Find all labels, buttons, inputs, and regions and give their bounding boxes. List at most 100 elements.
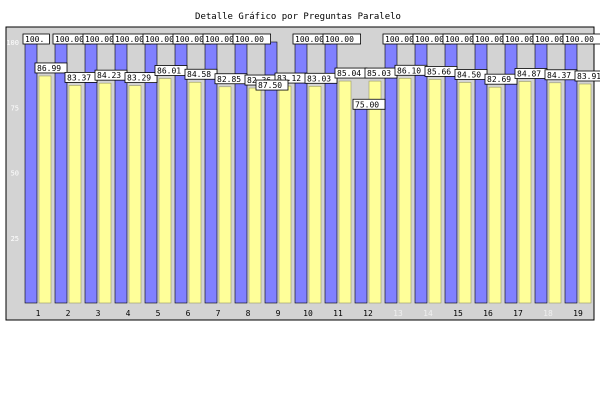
data-label-series-2: 86.01 xyxy=(154,65,188,76)
bar-series-1 xyxy=(384,41,398,304)
x-tick-label: 1 xyxy=(36,309,41,318)
bar-series-2 xyxy=(428,79,442,304)
bar-series-2 xyxy=(278,85,292,304)
data-label-series-2: 83.37 xyxy=(64,72,98,83)
data-label-text: 100.00 xyxy=(475,35,504,44)
bar-series-2 xyxy=(38,75,52,304)
bar-series-1 xyxy=(174,41,188,304)
data-label-text: 83.91 xyxy=(577,72,600,81)
x-tick-label: 15 xyxy=(453,309,463,318)
data-label-text: 85.04 xyxy=(337,69,361,78)
data-label-series-1: 100.00 xyxy=(322,33,361,45)
bar-series-2 xyxy=(218,86,232,304)
x-tick-label: 7 xyxy=(216,309,221,318)
data-label-text: 100.00 xyxy=(385,35,414,44)
data-label-text: 100.00 xyxy=(325,35,354,44)
bar-series-2 xyxy=(68,85,82,304)
data-label-box xyxy=(574,70,600,82)
data-label-series-2: 84.37 xyxy=(544,69,578,81)
data-label-box xyxy=(22,33,50,45)
data-label-text: 100.00 xyxy=(415,35,444,44)
data-label-text: 100.00 xyxy=(85,35,114,44)
data-label-text: 100.00 xyxy=(235,35,264,44)
data-label-series-1: 100.00 xyxy=(562,33,600,45)
bar-series-2 xyxy=(188,81,202,304)
data-label-series-2: 85.66 xyxy=(424,66,458,77)
data-label-box xyxy=(232,33,271,45)
data-label-text: 100.00 xyxy=(505,35,534,44)
bar-series-2 xyxy=(458,82,472,304)
data-label-series-2: 84.58 xyxy=(184,68,218,80)
data-label-text: 84.23 xyxy=(97,71,121,80)
bar-series-1 xyxy=(534,41,548,304)
x-tick-label: 16 xyxy=(483,309,493,318)
bar-series-2 xyxy=(368,80,382,304)
x-tick-label: 8 xyxy=(246,309,251,318)
bar-series-2 xyxy=(128,85,142,304)
x-tick-label: 13 xyxy=(393,309,403,318)
data-label-text: 100.00 xyxy=(175,35,204,44)
data-label-text: 82.85 xyxy=(217,75,241,84)
data-label-box xyxy=(124,72,158,84)
data-label-series-2: 83.03 xyxy=(304,72,338,84)
data-label-text: 83.12 xyxy=(277,74,301,83)
data-label-series-2: 85.03 xyxy=(364,67,398,79)
data-label-text: 100.00 xyxy=(115,35,144,44)
x-tick-label: 5 xyxy=(156,309,161,318)
data-label-text: 85.03 xyxy=(367,69,391,78)
data-label-text: 84.58 xyxy=(187,70,211,79)
data-label-series-2: 82.85 xyxy=(214,73,248,85)
data-label-text: 86.10 xyxy=(397,66,421,75)
data-label-series-2: 83.29 xyxy=(124,72,158,84)
x-tick-label: 2 xyxy=(66,309,71,318)
y-tick-label: 75 xyxy=(11,104,19,112)
data-label-text: 100.00 xyxy=(295,35,324,44)
data-label-text: 84.50 xyxy=(457,70,481,79)
y-tick-label: 25 xyxy=(11,235,19,243)
bar-series-2 xyxy=(338,80,352,304)
bar-series-2 xyxy=(398,77,412,304)
x-tick-label: 6 xyxy=(186,309,191,318)
data-label-extra: 87.50 xyxy=(255,79,289,91)
data-label-series-2: 86.10 xyxy=(394,64,428,76)
bar-series-2 xyxy=(248,87,262,304)
x-tick-label: 12 xyxy=(363,309,373,318)
data-label-text: 100.00 xyxy=(205,35,234,44)
x-tick-label: 11 xyxy=(333,309,343,318)
bar-series-2 xyxy=(98,82,112,304)
data-label-box xyxy=(255,79,289,91)
data-label-series-2: 86.99 xyxy=(34,62,68,74)
x-tick-label: 3 xyxy=(96,309,101,318)
chart-title: Detalle Gráfico por Preguntas Paralelo xyxy=(195,12,401,22)
data-label-text: 100. xyxy=(25,35,44,44)
bar-series-1 xyxy=(444,41,458,304)
x-tick-label: 18 xyxy=(543,309,553,318)
data-label-series-1: 100. xyxy=(22,33,50,45)
bar-series-1 xyxy=(24,41,38,304)
bar-series-2 xyxy=(518,81,532,304)
data-label-text: 100.00 xyxy=(55,35,84,44)
data-label-text: 86.99 xyxy=(37,64,61,73)
data-label-text: 100.00 xyxy=(535,35,564,44)
data-label-series-2: 85.04 xyxy=(334,67,368,79)
y-tick-label: 100 xyxy=(6,39,19,47)
data-label-box xyxy=(34,62,68,74)
x-tick-label: 19 xyxy=(573,309,583,318)
x-tick-label: 4 xyxy=(126,309,131,318)
data-label-text: 85.66 xyxy=(427,67,451,76)
x-tick-label: 9 xyxy=(276,309,281,318)
data-label-series-2: 84.87 xyxy=(514,68,548,79)
data-label-text: 100.00 xyxy=(445,35,474,44)
data-label-box xyxy=(322,33,361,45)
data-label-text: 84.87 xyxy=(517,69,541,78)
bar-series-2 xyxy=(158,78,172,304)
data-label-series-1: 75.00 xyxy=(352,98,386,110)
bar-series-1 xyxy=(354,106,368,304)
bar-series-2 xyxy=(488,86,502,304)
data-label-text: 83.03 xyxy=(307,74,331,83)
data-label-text: 82.69 xyxy=(487,75,511,84)
data-label-text: 100.00 xyxy=(565,35,594,44)
data-label-box xyxy=(562,33,600,45)
